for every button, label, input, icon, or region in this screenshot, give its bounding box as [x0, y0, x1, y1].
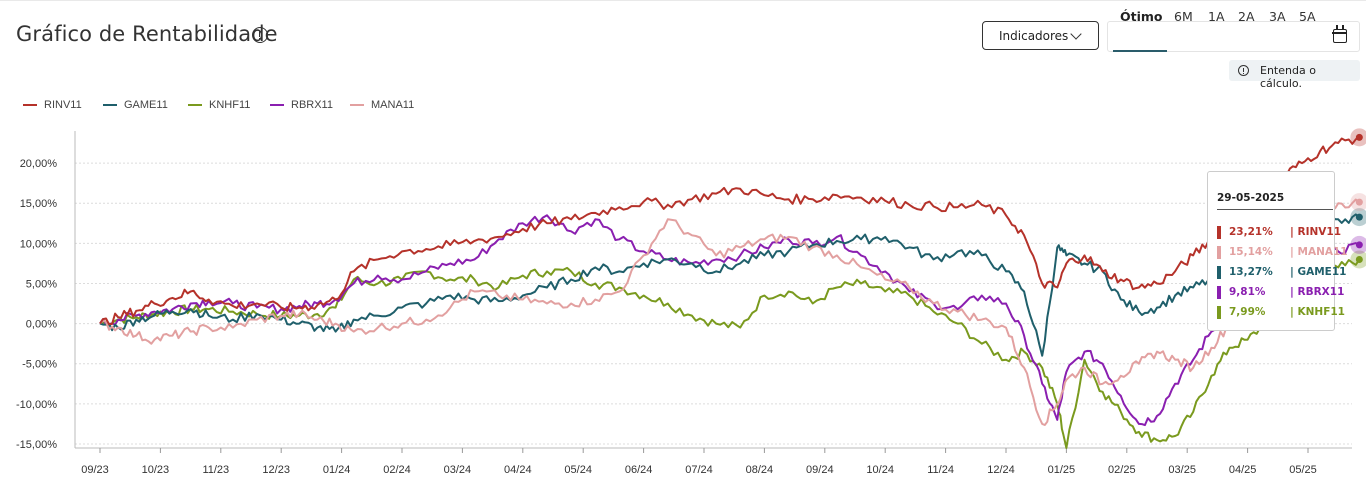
legend-swatch	[103, 104, 117, 106]
tooltip-value: 7,99%	[1229, 306, 1266, 318]
period-option-otimo[interactable]: Ótimo	[1120, 9, 1163, 24]
tooltip-value: 15,14%	[1229, 246, 1273, 258]
x-tick-label: 05/24	[564, 464, 592, 476]
tooltip-color-marker	[1217, 306, 1221, 319]
legend-label: RBRX11	[291, 99, 333, 111]
x-tick-label: 06/24	[625, 464, 653, 476]
y-tick-label: 10,00%	[20, 238, 58, 250]
series-end-point-rinv11	[1355, 133, 1363, 141]
indicators-label: Indicadores	[999, 28, 1069, 43]
x-tick-label: 11/24	[927, 464, 954, 476]
legend-label: KNHF11	[209, 99, 251, 111]
calc-explanation-label: Entenda o cálculo.	[1260, 64, 1316, 90]
info-icon[interactable]	[252, 27, 268, 43]
indicators-dropdown[interactable]: Indicadores	[982, 21, 1099, 50]
period-option-5a[interactable]: 5A	[1299, 9, 1316, 24]
series-end-point-game11	[1355, 213, 1363, 221]
y-tick-label: 15,00%	[20, 198, 58, 210]
period-option-2a[interactable]: 2A	[1238, 9, 1255, 24]
tooltip-series-name: | KNHF11	[1290, 306, 1345, 318]
series-line-game11	[99, 210, 1360, 357]
calendar-icon[interactable]	[1332, 25, 1347, 43]
tooltip-color-marker	[1217, 246, 1221, 259]
active-period-underline	[1113, 50, 1167, 52]
x-tick-label: 03/24	[444, 464, 472, 476]
page-title: Gráfico de Rentabilidade	[16, 22, 278, 46]
period-selector	[1107, 21, 1360, 52]
legend-swatch	[188, 104, 202, 106]
x-tick-label: 04/24	[504, 464, 532, 476]
x-tick-label: 12/23	[262, 464, 290, 476]
x-tick-label: 02/25	[1108, 464, 1136, 476]
tooltip-series-name: | RBRX11	[1290, 286, 1345, 298]
tooltip-value: 23,21%	[1229, 226, 1273, 238]
info-icon	[1238, 65, 1249, 76]
x-tick-label: 05/25	[1289, 464, 1317, 476]
x-tick-label: 07/24	[685, 464, 713, 476]
x-tick-label: 12/24	[987, 464, 1015, 476]
series-line-rbrx11	[99, 214, 1360, 427]
series-line-rinv11	[99, 136, 1360, 326]
x-tick-label: 04/25	[1229, 464, 1257, 476]
period-option-1a[interactable]: 1A	[1208, 9, 1225, 24]
legend-label: MANA11	[371, 99, 415, 111]
x-tick-label: 09/23	[81, 464, 109, 476]
legend-label: GAME11	[124, 99, 168, 111]
legend-swatch	[23, 104, 37, 106]
tooltip-value: 13,27%	[1229, 266, 1273, 278]
y-tick-label: -5,00%	[22, 359, 57, 371]
x-tick-label: 01/25	[1048, 464, 1076, 476]
tooltip-color-marker	[1217, 286, 1221, 299]
y-tick-label: -15,00%	[16, 439, 57, 451]
x-tick-label: 03/25	[1168, 464, 1196, 476]
y-tick-label: 0,00%	[26, 319, 57, 331]
calc-explanation-button[interactable]: Entenda o cálculo.	[1229, 60, 1360, 90]
tooltip-series-name: | MANA11	[1290, 246, 1348, 258]
tooltip-divider	[1217, 209, 1333, 210]
legend-swatch	[350, 104, 364, 106]
tooltip-series-name: | RINV11	[1290, 226, 1342, 238]
period-option-3a[interactable]: 3A	[1269, 9, 1286, 24]
series-end-point-mana11	[1355, 198, 1363, 206]
x-tick-label: 02/24	[383, 464, 411, 476]
chart-tooltip: 29-05-2025 23,21% | RINV11 15,14% | MANA11 1…	[1207, 171, 1348, 331]
tooltip-date: 29-05-2025	[1217, 192, 1285, 204]
x-tick-label: 09/24	[806, 464, 834, 476]
x-tick-label: 11/23	[202, 464, 229, 476]
series-line-mana11	[99, 198, 1360, 426]
tooltip-color-marker	[1217, 226, 1221, 239]
x-tick-label: 10/24	[866, 464, 894, 476]
tooltip-color-marker	[1217, 266, 1221, 279]
x-tick-label: 01/24	[323, 464, 351, 476]
y-tick-label: -10,00%	[16, 399, 57, 411]
y-tick-label: 5,00%	[26, 278, 57, 290]
series-end-point-rbrx11	[1355, 241, 1363, 249]
series-end-point-knhf11	[1355, 255, 1363, 263]
tooltip-series-name: | GAME11	[1290, 266, 1347, 278]
x-tick-label: 10/23	[142, 464, 170, 476]
legend-swatch	[270, 104, 284, 106]
legend-label: RINV11	[44, 99, 82, 111]
tooltip-value: 9,81%	[1229, 286, 1266, 298]
period-option-6m[interactable]: 6M	[1174, 9, 1193, 24]
y-tick-label: 20,00%	[20, 158, 58, 170]
series-line-knhf11	[99, 258, 1361, 449]
x-tick-label: 08/24	[746, 464, 774, 476]
